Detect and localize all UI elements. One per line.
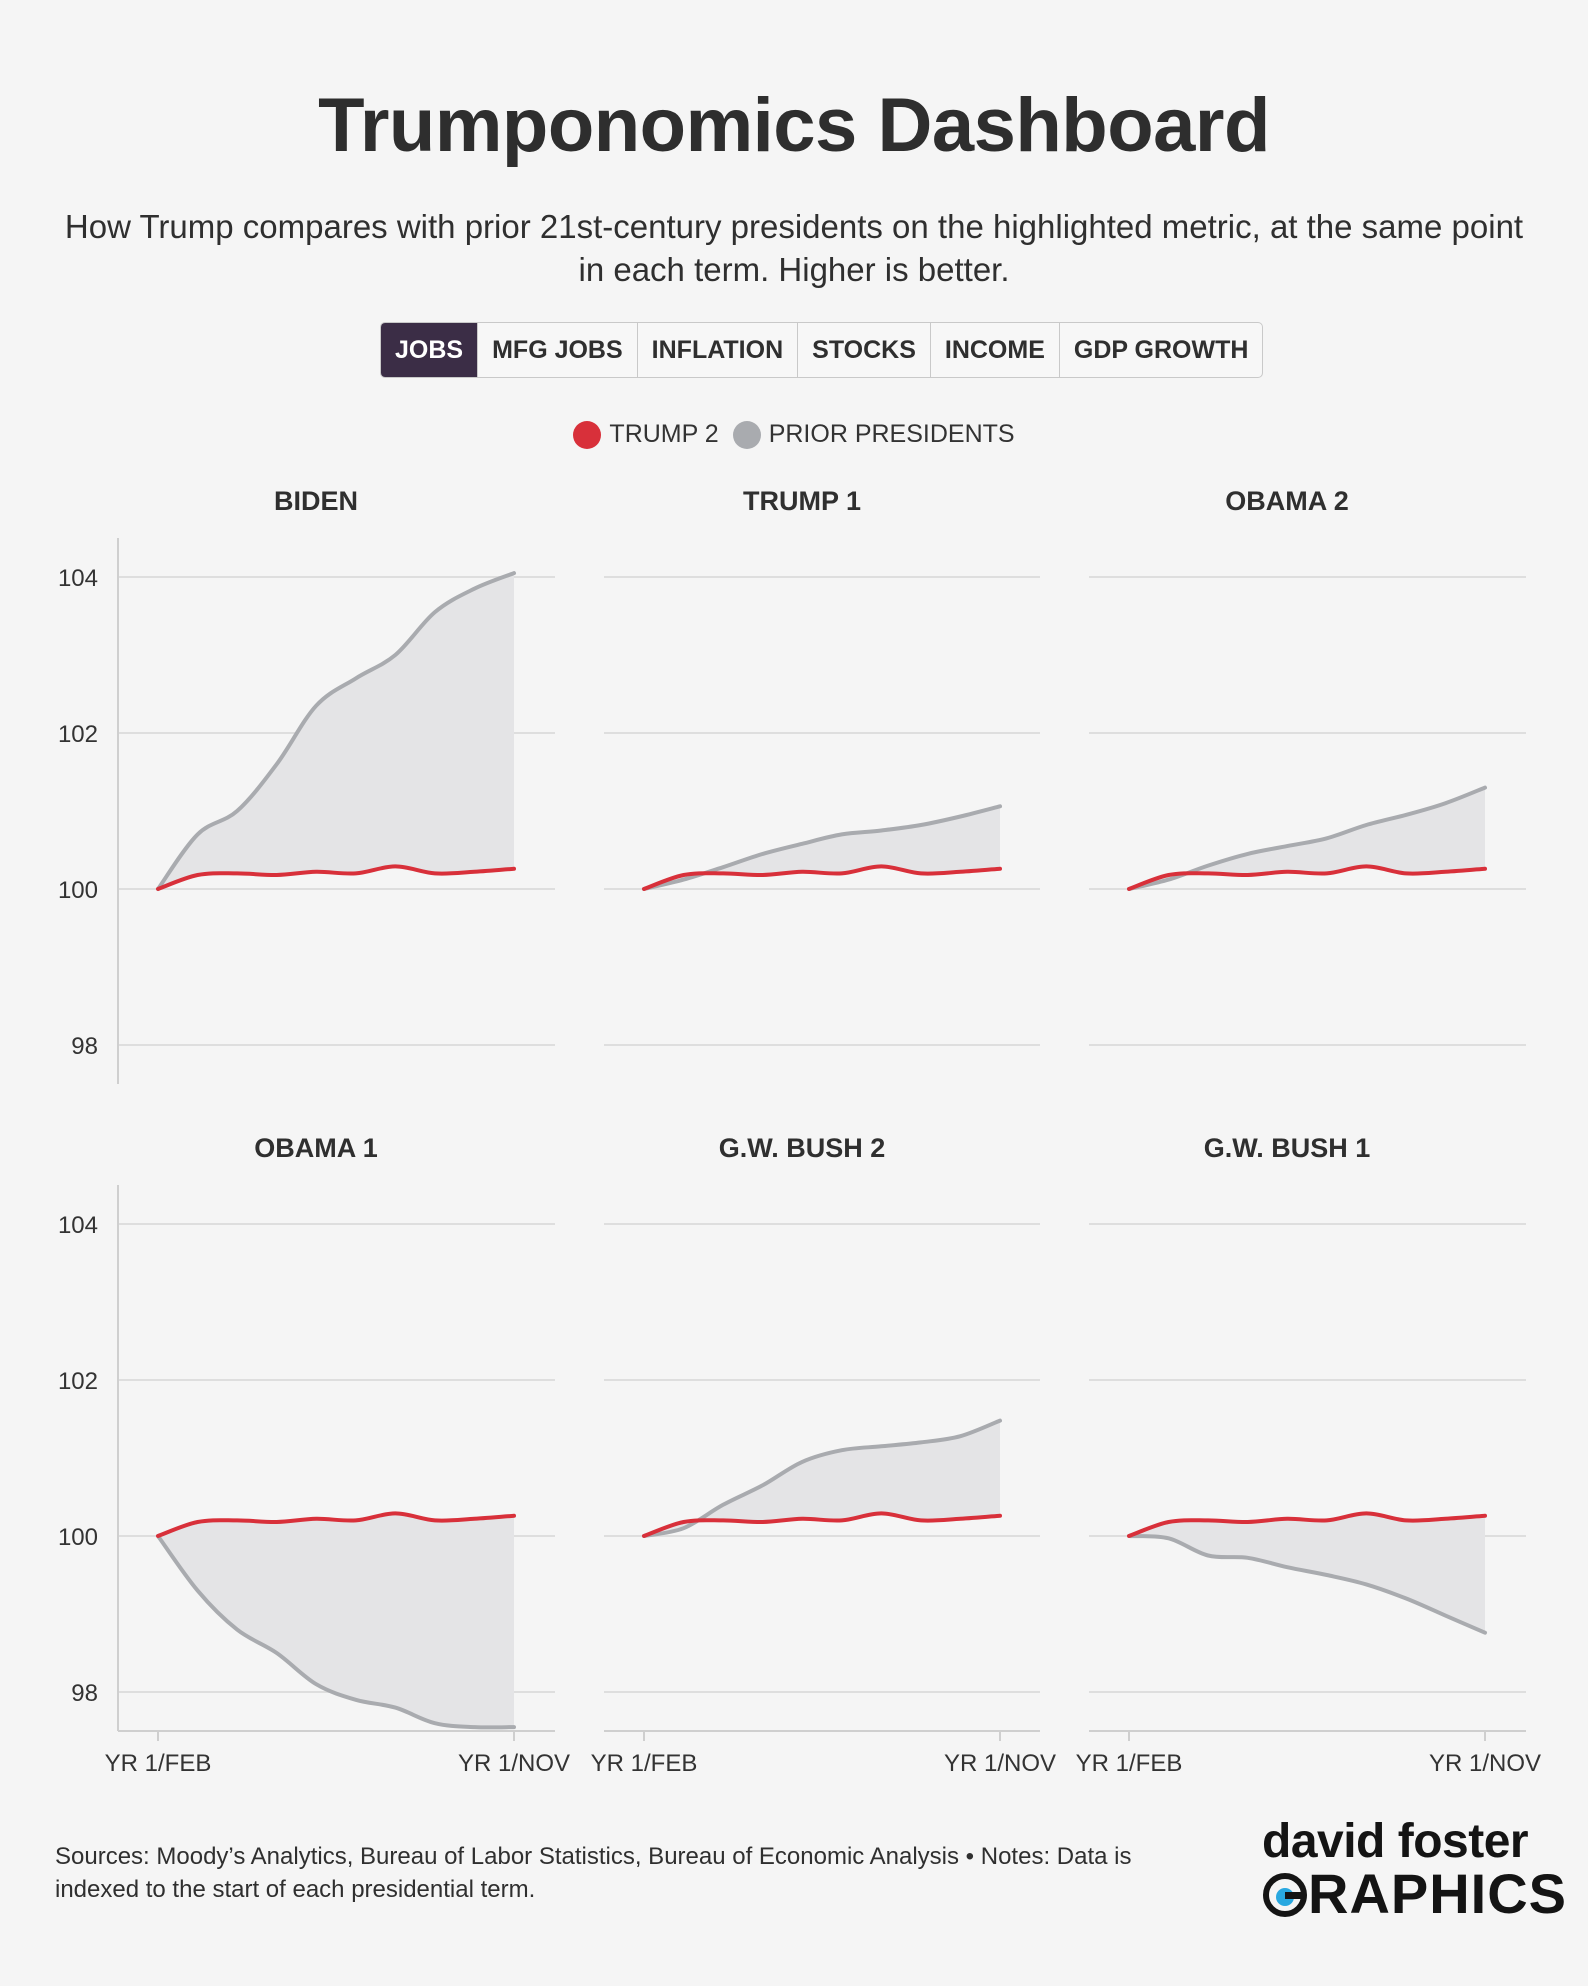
metric-tabs: JOBS MFG JOBS INFLATION STOCKS INCOME GD… [380,322,1264,378]
series-line-trump2-trump-1 [642,864,1002,891]
tab-mfg-jobs[interactable]: MFG JOBS [477,323,637,377]
y-tick-label-obama-1-102: 102 [58,1368,98,1395]
x-tick-label-obama-1-1: YR 1/NOV [458,1750,570,1777]
gap-area-g-w-bush-1 [1129,1513,1485,1633]
y-tick-label-obama-1-98: 98 [71,1680,98,1707]
legend-label-prior: PRIOR PRESIDENTS [768,420,1015,448]
panel-title-g-w-bush-1: G.W. BUSH 1 [1204,1133,1371,1163]
x-tick-label-g-w-bush-2-0: YR 1/FEB [591,1750,698,1777]
y-tick-label-biden-104: 104 [58,565,98,592]
panel-title-biden: BIDEN [274,486,358,516]
y-tick-label-biden-102: 102 [58,721,98,748]
series-line-trump2-g-w-bush-1 [1127,1511,1487,1538]
legend-item-prior: PRIOR PRESIDENTS [732,420,1015,449]
logo-text-rest: RAPHICS [1308,1862,1568,1925]
y-tick-label-obama-1-104: 104 [58,1212,98,1239]
panel-title-g-w-bush-2: G.W. BUSH 2 [719,1133,886,1163]
x-tick-label-obama-1-0: YR 1/FEB [105,1750,212,1777]
y-tick-label-biden-98: 98 [71,1033,98,1060]
x-tick-label-g-w-bush-1-0: YR 1/FEB [1076,1750,1183,1777]
series-line-trump2-obama-2 [1127,864,1487,891]
gap-area-g-w-bush-2 [644,1420,1000,1536]
sources-note: Sources: Moody’s Analytics, Bureau of La… [55,1843,1132,1903]
series-line-trump2-obama-1 [156,1511,516,1538]
series-line-prior-biden [156,571,516,891]
x-tick-label-g-w-bush-2-1: YR 1/NOV [944,1750,1056,1777]
logo-text-line1: david foster [1262,1815,1529,1868]
panel-title-obama-2: OBAMA 2 [1225,486,1349,516]
y-tick-label-obama-1-100: 100 [58,1524,98,1551]
page-title: Trumponomics Dashboard [318,83,1270,168]
legend-swatch-prior [732,420,761,449]
panel-title-trump-1: TRUMP 1 [743,486,861,516]
tab-inflation[interactable]: INFLATION [636,323,797,377]
series-line-trump2-g-w-bush-2 [642,1511,1002,1538]
panel-title-obama-1: OBAMA 1 [254,1133,378,1163]
series-line-prior-obama-1 [156,1534,516,1730]
gap-area-obama-1 [158,1513,514,1728]
logo-g-icon [1262,1871,1308,1917]
david-foster-graphics-logo: david foster RAPHICS [1262,1815,1566,1922]
tab-gdp-growth[interactable]: GDP GROWTH [1058,323,1263,377]
gap-area-biden [158,573,514,889]
tab-stocks[interactable]: STOCKS [797,323,930,377]
logo-text-line2: RAPHICS [1262,1866,1566,1922]
tab-jobs[interactable]: JOBS [381,323,478,377]
series-line-prior-g-w-bush-1 [1127,1534,1487,1635]
series-line-trump2-biden [156,864,516,891]
legend-swatch-trump2 [573,420,602,449]
x-tick-label-g-w-bush-1-1: YR 1/NOV [1429,1750,1541,1777]
series-line-prior-g-w-bush-2 [642,1418,1002,1538]
y-tick-label-biden-100: 100 [58,877,98,904]
chart-legend: TRUMP 2 PRIOR PRESIDENTS [0,420,1588,449]
page-subtitle: How Trump compares with prior 21st-centu… [64,208,1524,288]
tab-income[interactable]: INCOME [929,323,1059,377]
legend-label-trump2: TRUMP 2 [609,420,719,448]
legend-item-trump2: TRUMP 2 [573,420,719,449]
